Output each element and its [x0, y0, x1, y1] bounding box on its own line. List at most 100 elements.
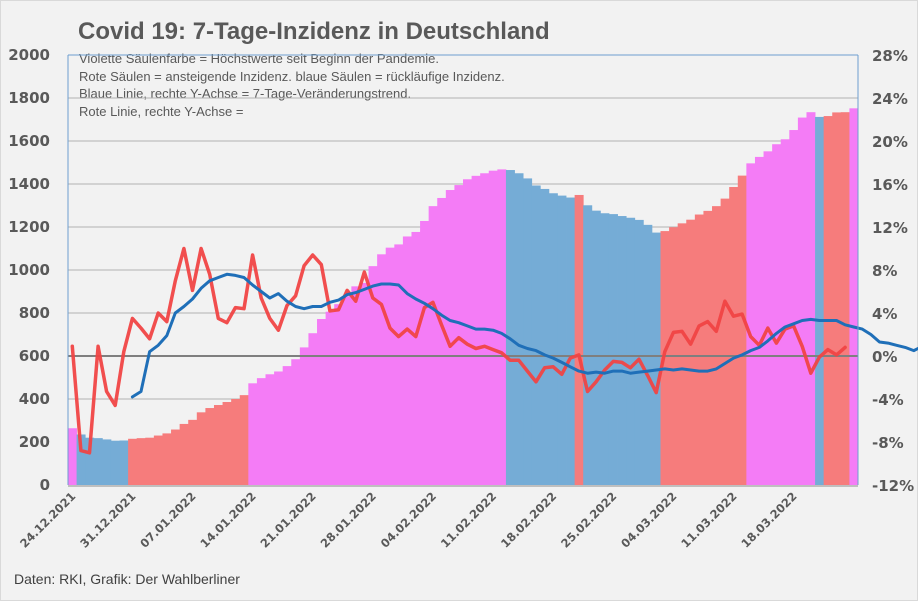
bar-rising [179, 423, 189, 485]
bar-record [445, 190, 455, 485]
bar-rising [205, 408, 215, 485]
right-y-tick-label: 24% [872, 90, 908, 108]
bar-record [789, 130, 799, 485]
bar-falling [85, 437, 95, 485]
right-y-tick-label: 0% [872, 348, 897, 366]
bar-falling [505, 170, 515, 485]
bar-record [420, 220, 430, 486]
bar-record [428, 206, 438, 485]
source-credit: Daten: RKI, Grafik: Der Wahlberliner [14, 571, 240, 587]
left-y-tick-label: 2000 [8, 46, 50, 64]
bar-falling [76, 434, 86, 485]
bar-rising [686, 219, 696, 485]
bar-rising [720, 198, 730, 485]
line-series [70, 246, 918, 455]
bar-falling [110, 440, 120, 485]
chart-title: Covid 19: 7-Tage-Inzidenz in Deutschland [78, 18, 550, 45]
x-tick-label: 04.02.2022 [378, 489, 439, 550]
bar-falling [583, 205, 593, 485]
axes [67, 54, 859, 487]
left-y-tick-label: 0 [40, 476, 50, 494]
bar-record [772, 144, 782, 485]
bar-falling [617, 216, 627, 485]
bar-record [368, 266, 378, 485]
bar-falling [523, 178, 533, 485]
bar-rising [171, 429, 181, 485]
bar-rising [574, 194, 584, 485]
bar-falling [626, 217, 636, 485]
bar-record [334, 304, 344, 485]
trend-line-blue [130, 272, 918, 399]
left-y-tick-label: 1600 [8, 132, 50, 150]
note-line-red-line: Rote Linie, rechte Y-Achse = [79, 103, 244, 119]
bar-rising [162, 433, 172, 485]
right-y-tick-label: -12% [872, 477, 914, 495]
x-tick-label: 14.01.2022 [197, 489, 258, 550]
bar-record [497, 169, 507, 485]
bar-record [454, 185, 464, 485]
bar-falling [540, 188, 550, 485]
bar-record [265, 374, 275, 485]
right-y-tick-label: 12% [872, 219, 908, 237]
bar-record [463, 179, 472, 485]
bar-record [299, 347, 309, 485]
bar-record [849, 108, 859, 485]
bar-series [68, 108, 859, 486]
left-y-tick-label: 1000 [8, 261, 50, 279]
note-line-blue-line: Blaue Linie, rechte Y-Achse = 7-Tage-Ver… [79, 86, 412, 101]
bar-falling [643, 224, 653, 485]
bar-record [437, 197, 447, 485]
x-tick-label: 25.02.2022 [558, 489, 619, 550]
left-y-tick-label: 200 [19, 433, 50, 451]
bar-falling [651, 232, 661, 485]
left-y-tick-label: 600 [19, 347, 50, 365]
bar-record [488, 170, 498, 486]
bar-rising [703, 210, 713, 485]
bar-rising [729, 187, 739, 485]
bar-rising [239, 395, 249, 485]
bar-falling [815, 116, 825, 486]
bar-record [402, 236, 412, 485]
right-y-tick-label: -8% [872, 434, 904, 452]
bar-falling [531, 185, 541, 485]
right-y-tick-label: 16% [872, 176, 908, 194]
bar-falling [591, 210, 601, 485]
right-y-tick-label: -4% [872, 391, 904, 409]
right-y-tick-label: 20% [872, 133, 908, 151]
x-tick-label: 04.03.2022 [618, 489, 679, 550]
bar-falling [514, 173, 524, 485]
x-axis-ticks: 24.12.202131.12.202107.01.202214.01.2022… [17, 489, 800, 550]
bar-rising [832, 112, 842, 485]
x-tick-label: 31.12.2021 [77, 489, 138, 550]
bar-record [359, 282, 369, 485]
bar-rising [694, 214, 704, 485]
x-tick-label: 07.01.2022 [137, 489, 198, 550]
bar-record [754, 156, 764, 485]
bar-falling [102, 439, 112, 485]
bar-record [797, 117, 807, 485]
bar-rising [222, 402, 232, 485]
bar-rising [128, 438, 138, 485]
bar-falling [566, 197, 576, 486]
bar-rising [196, 412, 206, 485]
left-y-axis-ticks: 0 200 400 600 800 1000 1200 1400 1600 1800 2000 [8, 46, 50, 494]
bar-falling [634, 219, 644, 485]
bar-record [394, 244, 404, 485]
bar-record [342, 296, 352, 485]
bar-rising [136, 438, 146, 485]
bar-record [282, 366, 292, 485]
bar-record [325, 311, 335, 485]
left-y-tick-label: 1200 [8, 218, 50, 236]
bar-record [256, 378, 266, 485]
bar-rising [145, 437, 155, 485]
bar-record [291, 359, 301, 485]
bar-falling [608, 214, 618, 485]
x-tick-label: 24.12.2021 [17, 489, 78, 550]
x-tick-label: 18.02.2022 [498, 489, 559, 550]
left-y-tick-label: 800 [19, 304, 50, 322]
bar-record [351, 286, 361, 485]
bar-record [806, 112, 816, 485]
bar-record [746, 163, 756, 486]
bar-record [308, 333, 318, 485]
x-tick-label: 18.03.2022 [738, 489, 799, 550]
